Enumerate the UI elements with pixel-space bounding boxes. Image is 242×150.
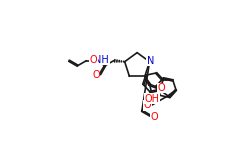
- Text: O: O: [158, 83, 166, 93]
- Text: O: O: [144, 100, 151, 110]
- Text: N: N: [147, 56, 154, 66]
- Text: O: O: [92, 70, 100, 80]
- Text: OH: OH: [144, 94, 159, 104]
- Text: O: O: [151, 112, 158, 122]
- Polygon shape: [145, 76, 151, 86]
- Text: O: O: [90, 55, 97, 65]
- Text: NH: NH: [94, 55, 109, 65]
